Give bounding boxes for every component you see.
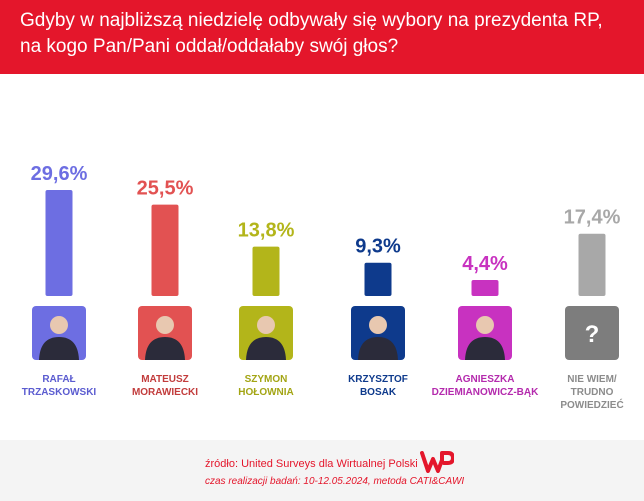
- question-line-2: na kogo Pan/Pani oddał/oddałaby swój gło…: [20, 36, 399, 57]
- source-text: źródło: United Surveys dla Wirtualnej Po…: [205, 458, 418, 470]
- candidate-name: HOŁOWNIA: [238, 387, 294, 398]
- bar: [364, 262, 392, 296]
- candidate-name: RAFAŁ: [42, 374, 75, 385]
- value-label: 25,5%: [137, 178, 194, 200]
- candidate-name: KRZYSZTOF: [348, 374, 408, 385]
- value-label: 13,8%: [238, 220, 295, 242]
- footer: [0, 440, 644, 501]
- question-mark-icon: ?: [585, 321, 600, 348]
- value-label: 4,4%: [462, 253, 508, 275]
- bar: [471, 280, 499, 296]
- candidate-name: MATEUSZ: [141, 374, 189, 385]
- portrait-body: [145, 337, 185, 360]
- candidate-name: SZYMON: [245, 374, 288, 385]
- portrait-body: [246, 337, 286, 360]
- value-label: 17,4%: [564, 207, 621, 229]
- value-label: 9,3%: [355, 236, 401, 258]
- bar: [45, 190, 73, 296]
- candidate-name: NIE WIEM/: [567, 374, 617, 385]
- candidate-name: TRUDNO: [571, 387, 614, 398]
- value-label: 29,6%: [31, 163, 88, 185]
- candidate-name: POWIEDZIEĆ: [560, 398, 623, 411]
- portrait-body: [358, 337, 398, 360]
- candidate-name: TRZASKOWSKI: [22, 387, 97, 398]
- portrait-icon: [257, 316, 275, 334]
- candidate-name: AGNIESZKA: [456, 374, 515, 385]
- question-line-1: Gdyby w najbliższą niedzielę odbywały si…: [20, 10, 603, 31]
- bar: [252, 246, 280, 296]
- question-title: Gdyby w najbliższą niedzielę odbywały si…: [20, 8, 620, 60]
- unknown-tile: [565, 306, 619, 360]
- bar: [578, 233, 606, 296]
- portrait-icon: [369, 316, 387, 334]
- poll-bar-chart: 29,6% RAFAŁ TRZASKOWSKI 25,5% MATEUSZ MORAWIE…: [22, 163, 624, 411]
- portrait-icon: [476, 316, 494, 334]
- header-banner: Gdyby w najbliższą niedzielę odbywały si…: [0, 0, 644, 74]
- portrait-icon: [50, 316, 68, 334]
- bar: [151, 204, 179, 296]
- portrait-body: [39, 337, 79, 360]
- candidate-name: BOSAK: [360, 387, 397, 398]
- portrait-body: [465, 337, 505, 360]
- portrait-icon: [156, 316, 174, 334]
- survey-time-text: czas realizacji badań: 10-12.05.2024, me…: [205, 476, 465, 487]
- wp-logo-icon: [420, 451, 454, 473]
- candidate-name: MORAWIECKI: [132, 387, 198, 398]
- candidate-name: DZIEMIANOWICZ-BĄK: [432, 387, 539, 398]
